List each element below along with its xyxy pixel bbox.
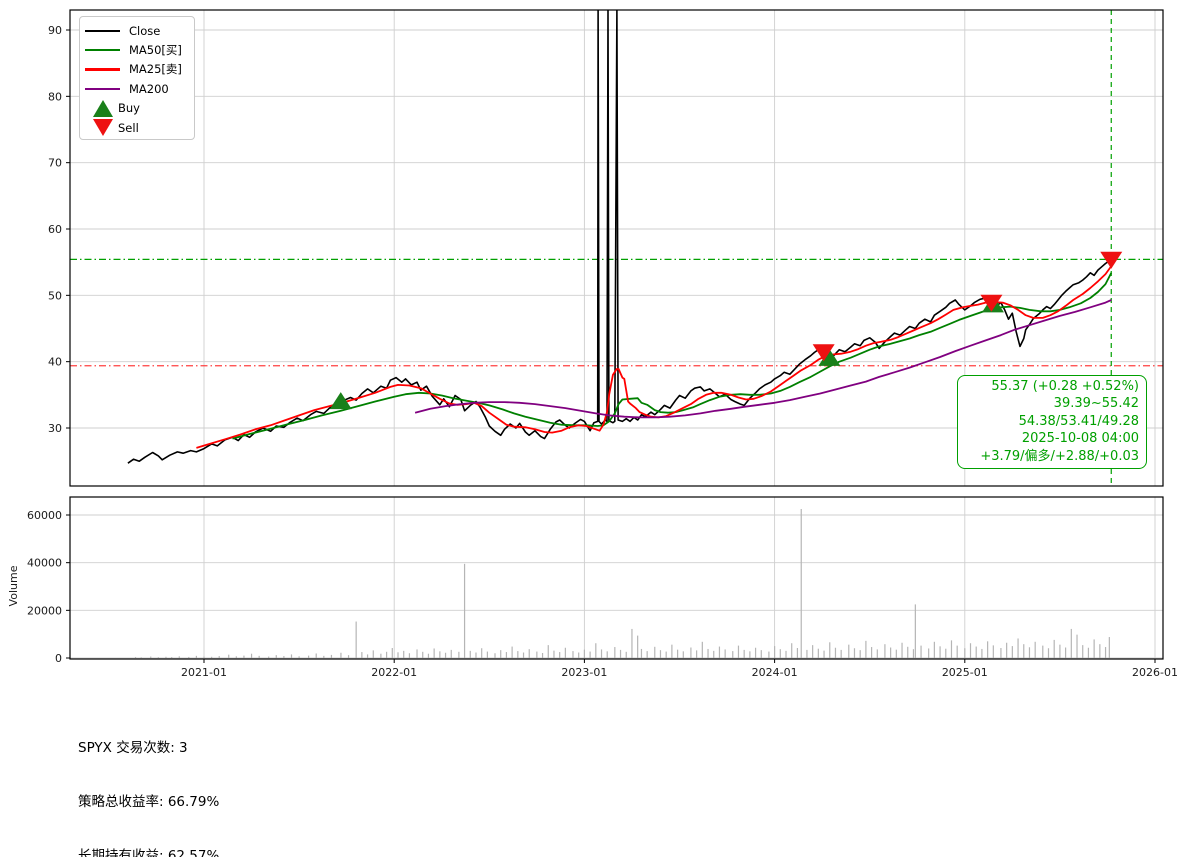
- ma200-line: [414, 299, 1112, 419]
- strategy-stats-block: SPYX 交易次数: 3 策略总收益率: 66.79% 长期持有收益: 62.5…: [78, 703, 569, 857]
- price-panel-border: [69, 9, 1164, 487]
- close-line: [127, 10, 1112, 464]
- xtick-label: 2025-01: [942, 666, 988, 679]
- legend-label: MA200: [129, 81, 169, 96]
- volume-axis-label: Volume: [7, 565, 20, 606]
- legend-item-ma25: MA25[卖]: [80, 60, 194, 79]
- legend-line-swatch: [85, 68, 120, 71]
- sell-marker: [812, 344, 835, 362]
- annotation-line-3: 54.38/53.41/49.28: [1018, 413, 1139, 429]
- annotation-line-5: +3.79/偏多/+2.88/+0.03: [980, 448, 1139, 464]
- strategy-return-line: 策略总收益率: 66.79%: [78, 794, 220, 810]
- trade-markers: [329, 251, 1123, 410]
- volume-panel-border: [69, 496, 1164, 660]
- last-price-annotation: 55.37 (+0.28 +0.52%) 39.39~55.42 54.38/53.…: [957, 375, 1147, 470]
- xtick-label: 2022-01: [371, 666, 417, 679]
- buy-marker-icon: [93, 99, 113, 117]
- volume-ytick-label: 40000: [27, 557, 62, 570]
- legend-item-sell: Sell: [80, 118, 194, 137]
- axis-ticks: 30 40 50 60 70 80 90 0 20000 40000 60000 2021-01 202…: [27, 24, 1178, 679]
- legend-line-swatch: [85, 87, 120, 91]
- price-ytick-label: 60: [48, 223, 62, 236]
- xtick-label: 2024-01: [752, 666, 798, 679]
- legend-item-close: Close: [80, 21, 194, 40]
- chart-canvas: 30 40 50 60 70 80 90 0 20000 40000 60000 2021-01 202…: [7, 9, 1178, 679]
- legend-label: Sell: [118, 120, 139, 135]
- legend-item-buy: Buy: [80, 99, 194, 118]
- legend-label: MA25[卖]: [129, 62, 182, 77]
- price-ytick-label: 50: [48, 289, 62, 302]
- sell-marker-icon: [93, 119, 113, 137]
- price-series: [127, 10, 1113, 464]
- volume-ytick-label: 20000: [27, 604, 62, 617]
- annotation-line-4: 2025-10-08 04:00: [1021, 431, 1139, 447]
- legend-item-ma200: MA200: [80, 79, 194, 98]
- xtick-label: 2023-01: [561, 666, 607, 679]
- buy-marker: [329, 392, 352, 410]
- legend-item-ma50: MA50[买]: [80, 40, 194, 59]
- sell-marker: [980, 294, 1003, 312]
- annotation-line-1: 55.37 (+0.28 +0.52%): [991, 379, 1139, 394]
- legend-line-swatch: [85, 48, 120, 52]
- legend-label: MA50[买]: [129, 43, 182, 58]
- price-ytick-label: 70: [48, 157, 62, 170]
- buy-marker: [818, 348, 841, 366]
- xtick-label: 2026-01: [1132, 666, 1178, 679]
- price-ytick-label: 80: [48, 90, 62, 103]
- price-ytick-label: 90: [48, 24, 62, 37]
- price-ytick-label: 40: [48, 356, 62, 369]
- volume-ytick-label: 60000: [27, 509, 62, 522]
- volume-bars: [134, 509, 1110, 658]
- legend-box: Close MA50[买] MA25[卖] MA200 Buy Sell: [79, 16, 195, 140]
- legend-label: Close: [129, 23, 161, 38]
- sell-marker: [1100, 251, 1123, 269]
- ma25-line: [196, 265, 1113, 449]
- volume-ytick-label: 0: [55, 652, 62, 665]
- legend-label: Buy: [118, 101, 140, 116]
- xtick-label: 2021-01: [181, 666, 227, 679]
- ma50-line: [232, 272, 1113, 440]
- legend-line-swatch: [85, 29, 120, 32]
- hold-return-line: 长期持有收益: 62.57%: [78, 848, 220, 857]
- annotation-line-2: 39.39~55.42: [1053, 396, 1139, 412]
- price-ytick-label: 30: [48, 422, 62, 435]
- trade-count-line: SPYX 交易次数: 3: [78, 740, 188, 756]
